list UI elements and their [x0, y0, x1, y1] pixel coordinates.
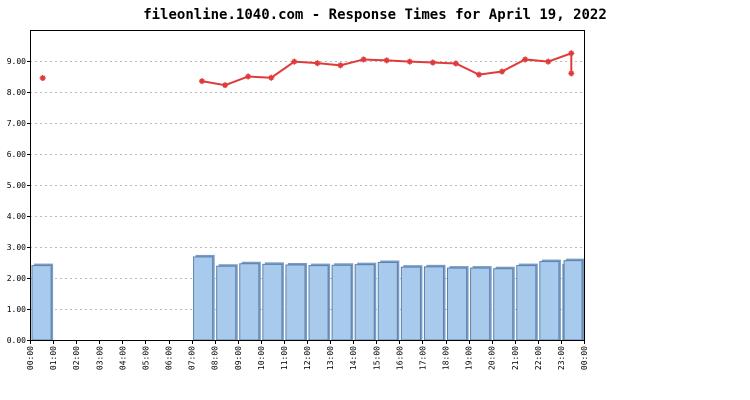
- bar: [493, 268, 514, 341]
- y-tick-label: 8.00: [7, 88, 26, 97]
- x-tick-label: 16:00: [395, 346, 404, 370]
- x-tick-label: 04:00: [118, 346, 127, 370]
- bar: [563, 260, 583, 341]
- y-axis-ticks: 0.00 1.00 2.00 3.00 4.00 5.00 6.00 7.00 8.00 9.00: [7, 57, 30, 345]
- x-tick-label: 01:00: [49, 346, 58, 370]
- bar: [285, 264, 306, 341]
- x-axis-ticks: 00:00 01:00 02:00 03:00 04:00 05:00 06:00 07:00…: [26, 340, 589, 370]
- data-point: [222, 82, 229, 89]
- x-tick-label: 06:00: [165, 346, 174, 370]
- bar: [447, 267, 468, 341]
- bar: [400, 266, 421, 341]
- x-tick-label: 13:00: [326, 346, 335, 370]
- x-tick-label: 08:00: [211, 346, 220, 370]
- series-line: [201, 51, 573, 87]
- x-tick-label: 22:00: [534, 346, 543, 370]
- y-tick-label: 9.00: [7, 57, 26, 66]
- data-point: [429, 59, 436, 66]
- line-series: [39, 50, 575, 89]
- data-point: [383, 57, 390, 64]
- bar: [516, 265, 537, 341]
- bar: [31, 265, 52, 341]
- data-point: [545, 58, 552, 65]
- x-tick-label: 10:00: [257, 346, 266, 370]
- y-tick-label: 4.00: [7, 212, 26, 221]
- x-tick-label: 03:00: [95, 346, 104, 370]
- y-tick-label: 3.00: [7, 243, 26, 252]
- x-tick-label: 23:00: [557, 346, 566, 370]
- x-tick-label: 12:00: [303, 346, 312, 370]
- data-point: [568, 70, 575, 77]
- data-point: [39, 75, 46, 82]
- x-tick-label: 11:00: [280, 346, 289, 370]
- data-point: [337, 62, 344, 69]
- chart-title: fileonline.1040.com - Response Times for…: [143, 7, 607, 23]
- data-point: [291, 58, 298, 65]
- y-tick-label: 0.00: [7, 336, 26, 345]
- x-tick-label: 05:00: [141, 346, 150, 370]
- data-point: [245, 73, 252, 80]
- x-tick-label: 00:00: [26, 346, 35, 370]
- x-tick-label: 17:00: [418, 346, 427, 370]
- x-tick-label: 02:00: [72, 346, 81, 370]
- data-point: [268, 74, 275, 81]
- data-point: [568, 50, 575, 57]
- x-tick-label: 00:00: [580, 346, 589, 370]
- bar: [539, 261, 560, 341]
- x-tick-label: 15:00: [372, 346, 381, 370]
- data-point: [198, 78, 205, 85]
- x-tick-label: 09:00: [234, 346, 243, 370]
- bar-series: [31, 254, 584, 341]
- x-tick-label: 20:00: [488, 346, 497, 370]
- data-point: [360, 56, 367, 63]
- bar: [470, 267, 491, 341]
- y-tick-label: 1.00: [7, 305, 26, 314]
- data-point: [314, 60, 321, 67]
- bar: [423, 266, 444, 341]
- data-point: [406, 58, 413, 65]
- y-tick-label: 5.00: [7, 181, 26, 190]
- bar: [262, 263, 283, 341]
- bar: [308, 265, 329, 341]
- bar: [193, 256, 214, 341]
- y-tick-label: 2.00: [7, 274, 26, 283]
- x-tick-label: 14:00: [349, 346, 358, 370]
- bar: [331, 264, 352, 341]
- y-tick-label: 6.00: [7, 150, 26, 159]
- x-tick-label: 18:00: [442, 346, 451, 370]
- y-tick-label: 7.00: [7, 119, 26, 128]
- bar: [216, 265, 237, 341]
- data-point: [522, 56, 529, 63]
- bar: [377, 262, 398, 341]
- x-tick-label: 19:00: [465, 346, 474, 370]
- data-point: [499, 68, 506, 75]
- x-tick-label: 21:00: [511, 346, 520, 370]
- data-point: [452, 60, 459, 67]
- bar: [354, 264, 375, 341]
- x-tick-label: 07:00: [188, 346, 197, 370]
- bar: [239, 263, 260, 341]
- data-point: [475, 71, 482, 78]
